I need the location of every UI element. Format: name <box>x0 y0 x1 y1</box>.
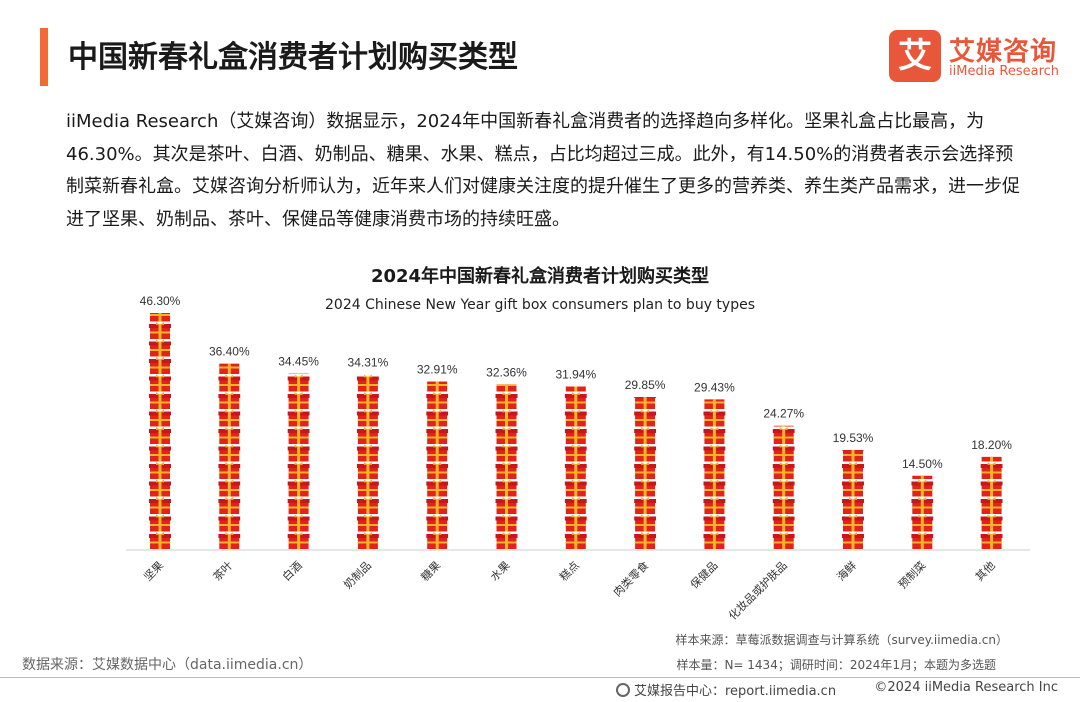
bar <box>772 425 795 549</box>
bar <box>149 312 171 549</box>
category-label: 坚果 <box>141 559 166 584</box>
category-label: 奶制品 <box>341 558 374 591</box>
bar <box>980 456 1003 549</box>
category-label: 肉类零食 <box>610 558 651 599</box>
value-label: 14.50% <box>902 457 943 471</box>
bar <box>634 397 657 549</box>
bar <box>218 363 241 549</box>
category-label: 预制菜 <box>896 559 929 592</box>
category-label: 化妆品或护肤品 <box>725 558 789 622</box>
sample-source-note: 样本来源：草莓派数据调查与计算系统（survey.iimedia.cn） <box>675 633 1008 647</box>
value-label: 29.85% <box>625 378 666 392</box>
chart-title: 2024年中国新春礼盒消费者计划购买类型 <box>370 266 710 287</box>
bar <box>842 450 864 549</box>
category-label: 糖果 <box>418 558 443 583</box>
footer-copyright: ©2024 iiMedia Research Inc <box>874 680 1058 695</box>
intro-paragraph: iiMedia Research（艾媒咨询）数据显示，2024年中国新春礼盒消费… <box>66 111 1020 230</box>
value-label: 19.53% <box>833 431 874 445</box>
category-label: 保健品 <box>687 558 720 591</box>
category-label: 海鲜 <box>834 558 859 583</box>
category-label: 白酒 <box>279 558 304 583</box>
value-label: 34.31% <box>348 355 389 369</box>
page-title: 中国新春礼盒消费者计划购买类型 <box>68 40 518 75</box>
logo-name-cn: 艾媒咨询 <box>949 37 1058 67</box>
globe-icon <box>616 683 630 697</box>
data-source-note: 数据来源：艾媒数据中心（data.iimedia.cn） <box>22 657 313 673</box>
value-label: 31.94% <box>555 367 596 381</box>
chart-subtitle: 2024 Chinese New Year gift box consumers… <box>325 297 755 313</box>
chart-category-labels: 坚果 茶叶 白酒 奶制品 糖果 水果 糕点 肉类零食 保健品 化妆品或护肤品 海鲜 预制菜 其他 <box>141 558 997 622</box>
title-accent-bar <box>40 28 48 86</box>
bar <box>564 386 587 549</box>
value-label: 34.45% <box>278 355 319 369</box>
logo-name-en: iiMedia Research <box>949 64 1060 79</box>
value-label: 32.91% <box>417 363 458 377</box>
bar <box>356 374 379 549</box>
value-label: 36.40% <box>209 345 250 359</box>
bar <box>911 475 934 549</box>
value-label: 24.27% <box>763 407 804 421</box>
chart-bars <box>149 312 1003 549</box>
category-label: 水果 <box>488 559 513 584</box>
value-label: 18.20% <box>971 438 1012 452</box>
category-label: 糕点 <box>556 558 581 583</box>
value-label: 46.30% <box>140 294 181 308</box>
logo-mark: 艾 <box>889 30 941 82</box>
bar <box>495 384 518 549</box>
chart-value-labels: 46.30% 36.40% 34.45% 34.31% 32.91% 32.36% 31.9… <box>140 294 1013 471</box>
bar <box>703 399 726 549</box>
sample-size-note: 样本量：N= 1434；调研时间：2024年1月；本题为多选题 <box>676 658 996 672</box>
bar <box>287 373 310 549</box>
footer-report-link[interactable]: 艾媒报告中心：report.iimedia.cn <box>616 680 836 699</box>
category-label: 茶叶 <box>211 559 236 584</box>
footer-divider <box>0 677 1080 678</box>
footer-report-text: 艾媒报告中心：report.iimedia.cn <box>634 684 837 699</box>
category-label: 其他 <box>973 559 998 584</box>
value-label: 29.43% <box>694 380 735 394</box>
bar <box>426 381 449 549</box>
brand-logo: 艾 艾媒咨询 iiMedia Research <box>889 30 1064 84</box>
value-label: 32.36% <box>486 365 527 379</box>
